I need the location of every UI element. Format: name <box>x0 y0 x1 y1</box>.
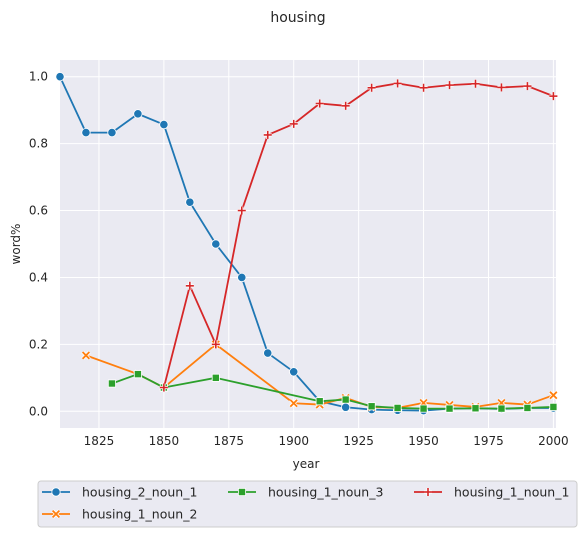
legend-label: housing_1_noun_3 <box>268 485 383 500</box>
y-tick-label: 0.2 <box>29 337 48 351</box>
data-point <box>315 397 324 406</box>
series-line <box>111 373 554 410</box>
legend-box <box>37 480 578 528</box>
data-point <box>471 79 480 88</box>
data-point <box>341 395 350 404</box>
data-point <box>237 206 246 215</box>
data-point <box>549 92 558 101</box>
data-point <box>159 383 168 392</box>
data-point <box>81 127 91 138</box>
data-point <box>367 402 376 411</box>
x-tick-label: 1925 <box>343 434 374 448</box>
x-tick-label: 1975 <box>473 434 504 448</box>
data-point <box>185 197 195 207</box>
data-point <box>263 130 272 139</box>
legend-marker <box>51 487 61 497</box>
data-point <box>133 109 143 119</box>
chart-title: housing <box>270 10 325 26</box>
data-point <box>211 340 220 349</box>
data-point <box>107 127 117 138</box>
series-layer <box>55 72 559 416</box>
grid <box>60 60 556 428</box>
data-point <box>393 79 402 88</box>
data-point <box>185 281 194 290</box>
legend-label: housing_1_noun_1 <box>454 485 569 500</box>
data-point <box>107 379 116 388</box>
data-point <box>159 119 169 130</box>
data-point <box>471 404 480 413</box>
data-point <box>55 72 65 82</box>
y-tick-label: 0.0 <box>29 404 48 418</box>
x-tick-label: 1875 <box>214 434 245 448</box>
legend-item: housing_1_noun_3 <box>228 485 383 500</box>
x-tick-label: 2000 <box>538 434 569 448</box>
data-point <box>523 403 532 412</box>
data-point <box>341 402 351 412</box>
plot-area <box>60 60 556 428</box>
x-tick-label: 1850 <box>149 434 180 448</box>
data-point <box>133 370 142 379</box>
x-tick-label: 1825 <box>84 434 115 448</box>
data-point <box>445 404 454 413</box>
data-point <box>341 101 350 110</box>
data-point <box>549 402 558 411</box>
data-point <box>81 350 91 361</box>
data-point <box>289 398 299 408</box>
legend-marker <box>424 488 432 496</box>
data-point <box>289 367 299 377</box>
data-point <box>445 81 454 90</box>
data-point <box>523 82 532 91</box>
legend-marker <box>237 487 246 496</box>
data-point <box>211 239 221 249</box>
tick-labels: 1825 1850 1875 1900 1925 1950 1975 2000 0.0 0.2 0.… <box>29 70 569 448</box>
legend-item: housing_1_noun_2 <box>42 507 197 522</box>
x-axis-title: year <box>293 457 320 471</box>
x-tick-label: 1900 <box>278 434 309 448</box>
data-point <box>497 83 506 92</box>
data-point <box>289 119 298 128</box>
data-point <box>263 348 273 358</box>
y-axis-title: word% <box>9 224 23 265</box>
data-point <box>315 99 324 108</box>
legend-marker <box>51 509 61 519</box>
y-tick-label: 0.8 <box>29 137 48 151</box>
series-line <box>162 82 554 388</box>
data-point <box>548 390 559 400</box>
data-point <box>497 404 506 413</box>
legend-label: housing_1_noun_2 <box>82 507 197 522</box>
y-tick-label: 1.0 <box>29 70 48 84</box>
y-tick-label: 0.4 <box>29 270 48 284</box>
y-tick-label: 0.6 <box>29 204 48 218</box>
data-point <box>367 83 376 92</box>
series-housing_1_noun_1 <box>159 79 558 392</box>
data-point <box>419 404 428 413</box>
legend-label: housing_2_noun_1 <box>82 485 197 500</box>
data-point <box>393 403 402 412</box>
legend-item: housing_2_noun_1 <box>42 485 197 500</box>
data-point <box>237 272 247 283</box>
data-point <box>211 373 220 382</box>
legend-item: housing_1_noun_1 <box>414 485 569 500</box>
data-point <box>419 83 428 92</box>
x-tick-label: 1950 <box>408 434 439 448</box>
legend: housing_2_noun_1 housing_1_noun_2 housing_… <box>37 480 578 528</box>
